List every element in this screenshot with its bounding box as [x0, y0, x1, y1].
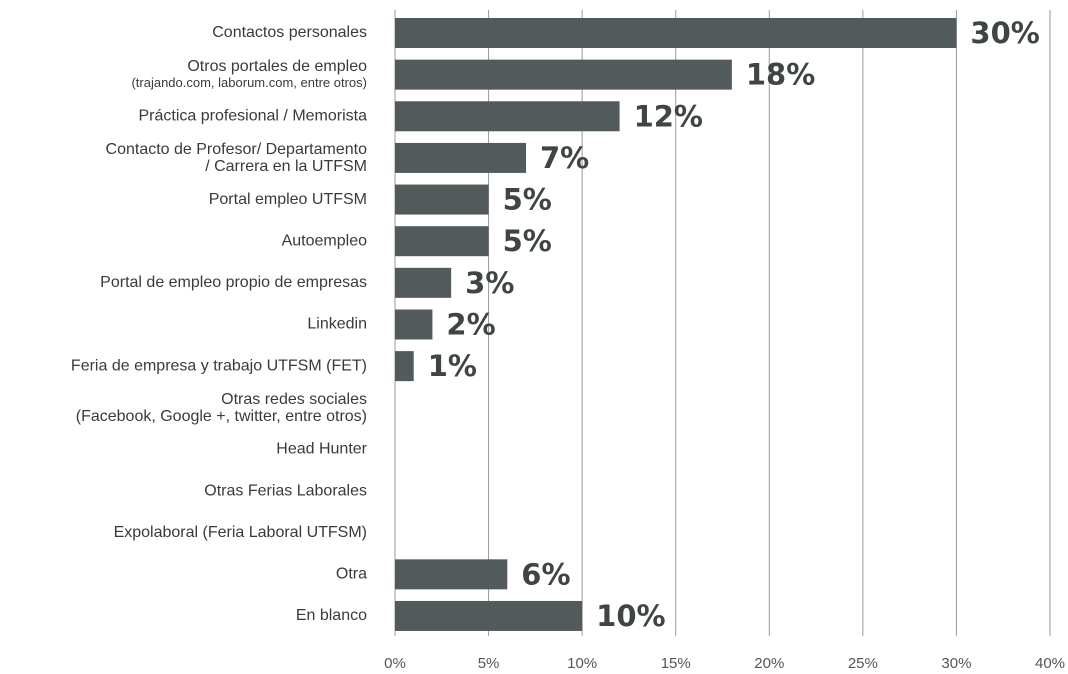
bar [395, 600, 583, 631]
category-label: Otra [336, 566, 367, 583]
category-label: Feria de empresa y trabajo UTFSM (FET) [71, 357, 367, 374]
x-tick-label: 5% [478, 655, 500, 672]
category-label: / Carrera en la UTFSM [205, 158, 367, 175]
bar [395, 559, 508, 590]
value-label: 3% [465, 266, 514, 300]
value-label: 1% [428, 349, 477, 383]
x-tick-label: 15% [661, 655, 691, 672]
category-label: En blanco [296, 607, 367, 624]
category-label: (Facebook, Google +, twitter, entre otro… [76, 408, 367, 425]
value-label: 5% [503, 224, 552, 258]
category-label: Contactos personales [212, 24, 367, 41]
value-label: 6% [521, 557, 570, 591]
x-tick-label: 40% [1035, 655, 1065, 672]
value-label: 7% [540, 141, 589, 175]
bar [395, 18, 957, 48]
category-label: Práctica profesional / Memorista [138, 107, 367, 124]
bar [395, 142, 526, 173]
value-label: 10% [596, 599, 665, 633]
bar [395, 267, 452, 298]
bar [395, 309, 433, 340]
x-tick-label: 0% [384, 655, 406, 672]
category-label: Head Hunter [276, 441, 367, 458]
category-label: Linkedin [307, 316, 367, 333]
x-tick-label: 20% [754, 655, 784, 672]
bar [395, 351, 414, 382]
category-label: (trajando.com, laborum.com, entre otros) [131, 75, 367, 90]
x-tick-label: 30% [941, 655, 971, 672]
bar [395, 59, 732, 90]
value-label: 5% [503, 183, 552, 217]
category-label: Otros portales de empleo [187, 58, 367, 75]
value-label: 30% [970, 16, 1039, 50]
category-label: Contacto de Profesor/ Departamento [106, 141, 368, 158]
x-tick-label: 25% [848, 655, 878, 672]
bar [395, 184, 489, 215]
category-label: Otras redes sociales [221, 391, 367, 408]
category-label: Autoempleo [282, 232, 367, 249]
bar [395, 226, 489, 257]
category-label: Expolaboral (Feria Laboral UTFSM) [114, 524, 367, 541]
value-label: 18% [746, 58, 815, 92]
category-label: Portal de empleo propio de empresas [100, 274, 367, 291]
category-label: Portal empleo UTFSM [209, 191, 367, 208]
x-tick-label: 10% [567, 655, 597, 672]
value-label: 12% [634, 99, 703, 133]
bar [395, 101, 620, 132]
category-label: Otras Ferias Laborales [204, 482, 367, 499]
value-label: 2% [446, 307, 495, 341]
